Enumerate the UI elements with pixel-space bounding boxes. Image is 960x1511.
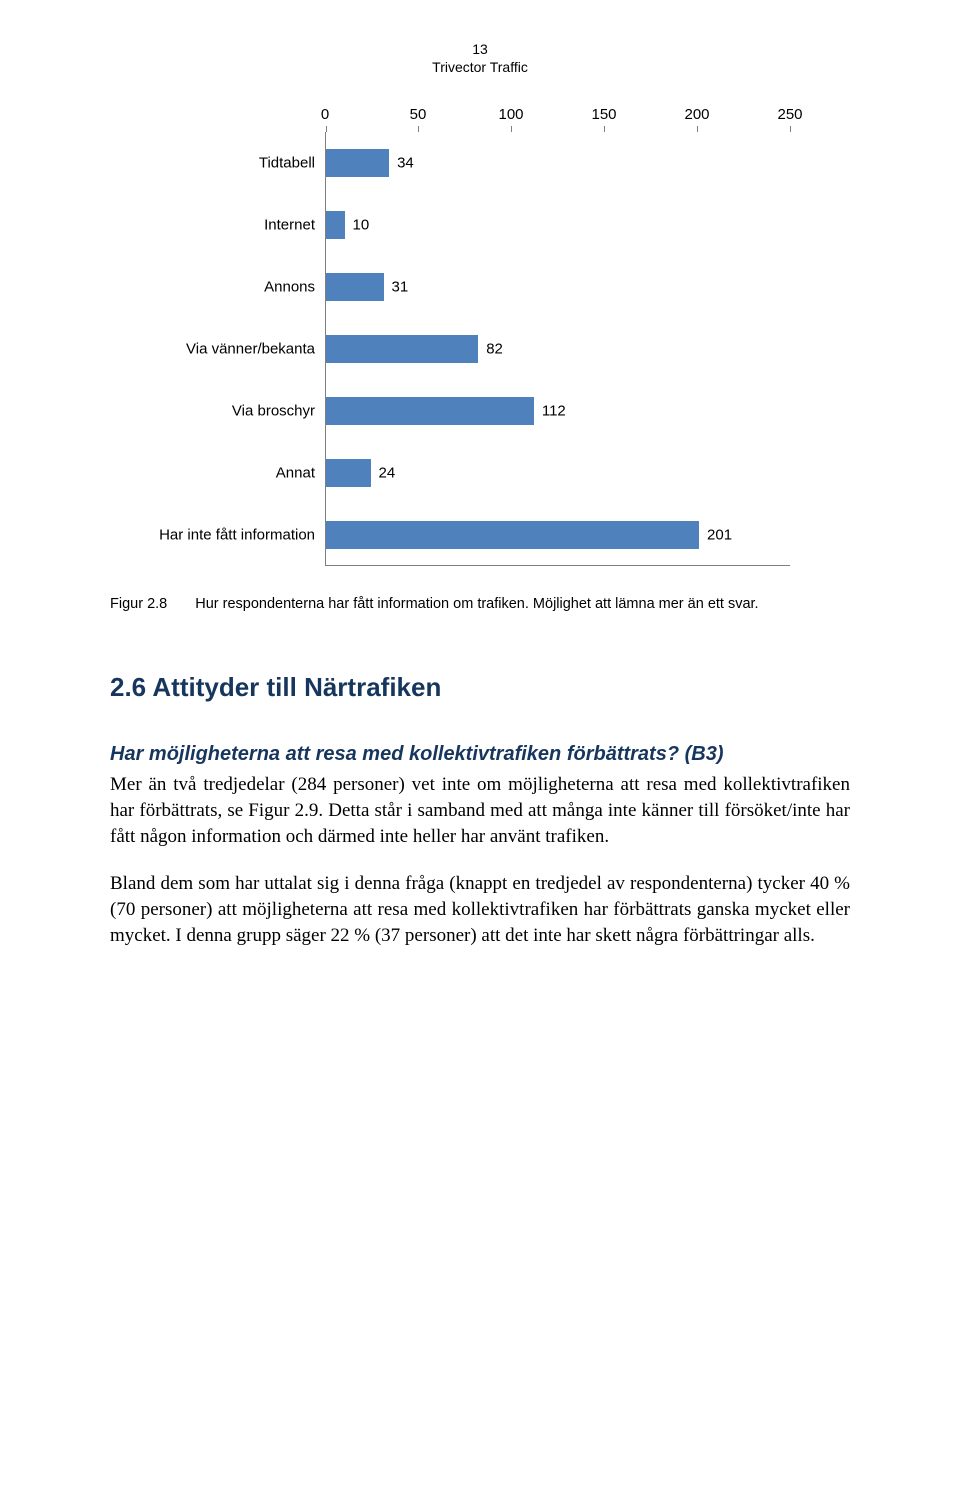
chart-bar-value: 24 [379, 465, 396, 482]
chart-category-label: Via vänner/bekanta [186, 341, 315, 358]
chart-bar: 34 [326, 149, 389, 177]
section-subheading: Har möjligheterna att resa med kollektiv… [110, 743, 850, 766]
page-header: 13 Trivector Traffic [110, 40, 850, 76]
axis-tick-label: 200 [684, 106, 709, 123]
page-number: 13 [110, 40, 850, 58]
chart-bar-value: 31 [392, 279, 409, 296]
chart-x-axis: 050100150200250 [150, 106, 790, 132]
chart-bar: 201 [326, 521, 699, 549]
chart-bar-value: 201 [707, 527, 732, 544]
chart-category-label: Internet [264, 217, 315, 234]
body-paragraph: Bland dem som har uttalat sig i denna fr… [110, 871, 850, 948]
chart-category-label: Tidtabell [259, 155, 315, 172]
chart-bar: 31 [326, 273, 384, 301]
figure-caption-text: Hur respondenterna har fått information … [195, 596, 758, 612]
chart-bar: 112 [326, 397, 534, 425]
chart-bar-value: 112 [542, 403, 566, 420]
axis-tick-label: 50 [410, 106, 427, 123]
chart-category-label: Har inte fått information [159, 527, 315, 544]
chart-bar: 10 [326, 211, 345, 239]
page: 13 Trivector Traffic 0 50 100 150 200 250 Tid… [0, 0, 960, 1511]
body-paragraph: Mer än två tredjedelar (284 personer) ve… [110, 772, 850, 849]
chart: 050100150200250 TidtabellInternetAnnonsV… [150, 106, 790, 566]
chart-bar: 82 [326, 335, 478, 363]
chart-bar-value: 34 [397, 155, 414, 172]
chart-plot-area: Tidtabell Internet Annons Via vänner/bekant… [150, 132, 790, 566]
chart-bar-value: 82 [486, 341, 503, 358]
axis-tick-label: 0 [321, 106, 329, 123]
axis-tick-label: 250 [777, 106, 802, 123]
figure-number: Figur 2.8 [110, 596, 167, 612]
chart-bar-value: 10 [353, 217, 370, 234]
axis-tick-label: 150 [591, 106, 616, 123]
chart-bar: 24 [326, 459, 371, 487]
chart-category-label: Annat [276, 465, 315, 482]
chart-category-label: Annons [264, 279, 315, 296]
figure-caption: Figur 2.8 Hur respondenterna har fått in… [110, 596, 850, 612]
chart-category-label: Via broschyr [232, 403, 315, 420]
page-subtitle: Trivector Traffic [110, 58, 850, 76]
axis-tick-label: 100 [498, 106, 523, 123]
section-heading: 2.6 Attityder till Närtrafiken [110, 672, 850, 703]
